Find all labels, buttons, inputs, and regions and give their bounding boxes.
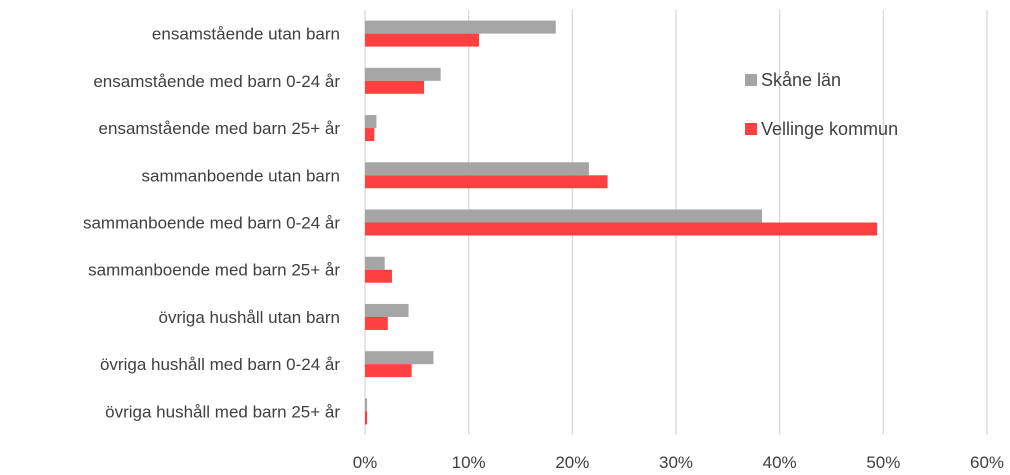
legend-label-skane-lan: Skåne län xyxy=(761,70,841,90)
bar xyxy=(365,398,368,412)
bar xyxy=(365,256,385,270)
bar xyxy=(365,209,763,223)
x-axis-tick-labels: 0% 10% 20% 30% 40% 50% 60% xyxy=(353,453,1004,472)
bar xyxy=(365,162,589,176)
legend-swatch-skane-lan xyxy=(745,74,757,86)
x-tick-label: 40% xyxy=(763,453,797,472)
x-tick-label: 10% xyxy=(452,453,486,472)
bar xyxy=(365,269,392,283)
x-tick-label: 60% xyxy=(970,453,1004,472)
bar xyxy=(365,128,375,142)
x-tick-label: 50% xyxy=(866,453,900,472)
bar xyxy=(365,175,608,189)
bar xyxy=(365,411,368,425)
legend-swatch-vellinge-kommun xyxy=(745,123,757,135)
category-label: övriga hushåll med barn 0-24 år xyxy=(100,355,340,374)
bar xyxy=(365,351,434,365)
x-tick-label: 30% xyxy=(659,453,693,472)
category-label: sammanboende utan barn xyxy=(142,166,340,185)
category-labels: ensamstående utan barn ensamstående med b… xyxy=(83,25,340,422)
category-label: ensamstående utan barn xyxy=(152,25,340,44)
bar xyxy=(365,67,441,81)
category-label: övriga hushåll med barn 25+ år xyxy=(105,402,340,421)
x-tick-label: 0% xyxy=(353,453,378,472)
category-label: sammanboende med barn 0-24 år xyxy=(83,214,340,233)
category-label: ensamstående med barn 0-24 år xyxy=(93,72,340,91)
bar xyxy=(365,364,412,378)
bars xyxy=(365,20,878,425)
category-label: ensamstående med barn 25+ år xyxy=(99,119,341,138)
bar xyxy=(365,222,878,236)
bar xyxy=(365,80,425,94)
legend: Skåne län Vellinge kommun xyxy=(745,70,898,139)
x-tick-label: 20% xyxy=(555,453,589,472)
bar xyxy=(365,20,556,34)
category-label: sammanboende med barn 25+ år xyxy=(88,261,340,280)
legend-label-vellinge-kommun: Vellinge kommun xyxy=(761,119,898,139)
bar xyxy=(365,115,377,129)
bar xyxy=(365,316,388,330)
bar xyxy=(365,33,480,47)
category-label: övriga hushåll utan barn xyxy=(159,308,340,327)
bar xyxy=(365,303,409,317)
